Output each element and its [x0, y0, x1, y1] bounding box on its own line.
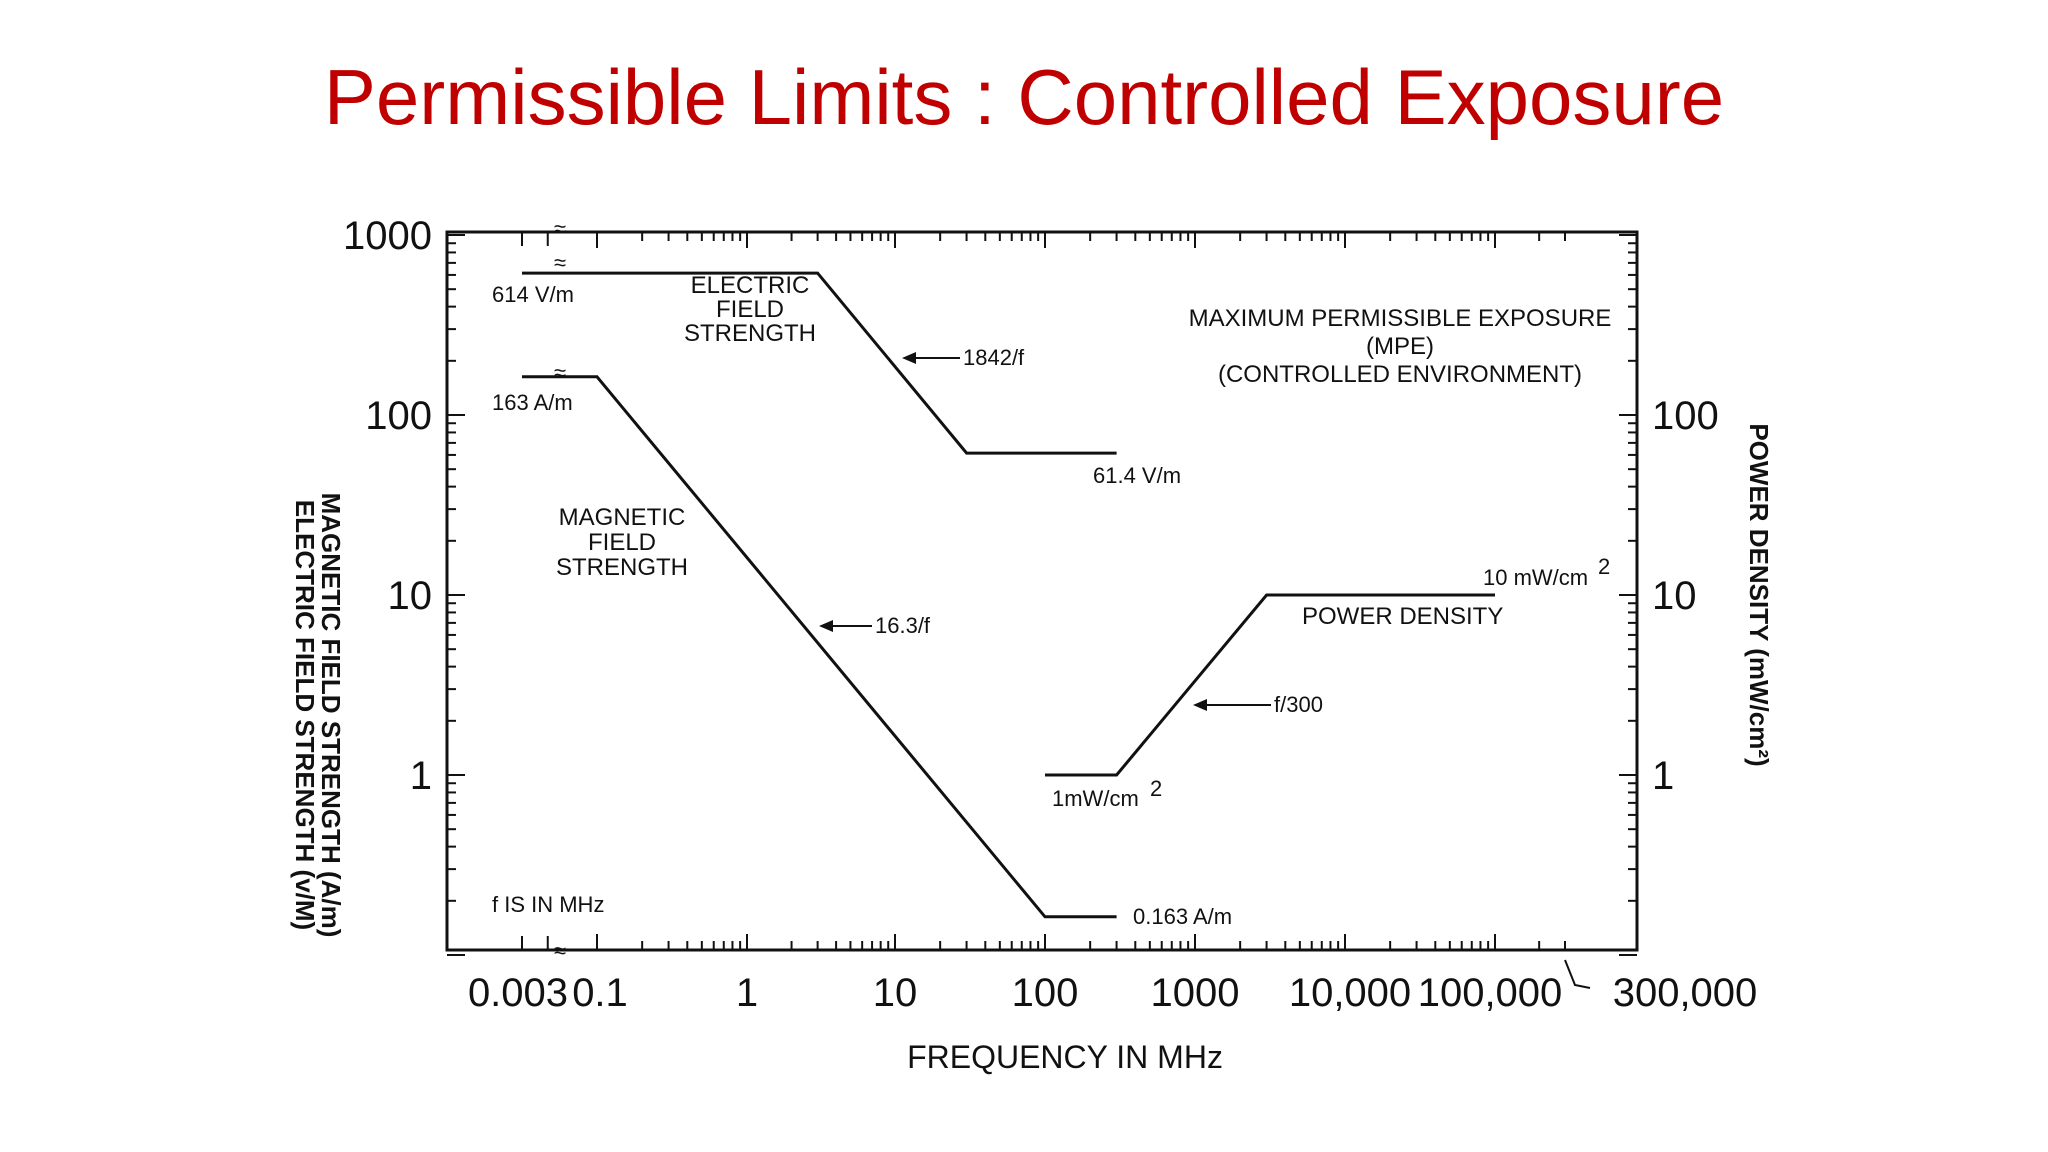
x-tick-leader: [1564, 959, 1591, 989]
power-density-line: [1045, 593, 1495, 777]
power-low-label: 1mW/cm: [1052, 786, 1139, 811]
mpe-note-line: MAXIMUM PERMISSIBLE EXPOSURE: [1189, 305, 1612, 332]
x-axis-title: FREQUENCY IN MHz: [907, 1039, 1223, 1075]
electric-low-label: 614 V/m: [492, 282, 574, 307]
y2-tick-label: 100: [1652, 394, 1719, 438]
chart-annotations: ELECTRICFIELDSTRENGTHMAGNETICFIELDSTRENG…: [492, 216, 1611, 963]
x-tick-label: 100: [1012, 971, 1079, 1015]
y-axis-title-line: ELECTRIC FIELD STRENGTH (v/M): [290, 500, 320, 930]
electric-slope-arrowhead: [902, 352, 916, 364]
plot-frame: [445, 230, 1639, 952]
y-tick-label: 1000: [343, 214, 432, 258]
power-low-superscript: 2: [1150, 776, 1162, 801]
axis-break-mark: ≈: [554, 938, 566, 963]
axis-break-mark: ≈: [554, 250, 566, 275]
y2-tick-label: 1: [1652, 754, 1674, 798]
x-tick-label: 100,000: [1418, 971, 1563, 1015]
magnetic-low-label: 163 A/m: [492, 390, 573, 415]
x-tick-label: 10,000: [1289, 971, 1411, 1015]
power-density-series-label: POWER DENSITY: [1302, 603, 1503, 630]
x-tick-label: 1000: [1151, 971, 1240, 1015]
axis-tick-labels: 0.003 0.1 1 10 100 1000 10,000 100,000 300,00010…: [343, 214, 1757, 1015]
y-tick-label: 10: [388, 574, 433, 618]
electric-series-label: FIELD: [716, 296, 784, 323]
axis-ticks: [447, 232, 1637, 956]
x-tick-label: 1: [736, 971, 758, 1015]
power-high-label: 10 mW/cm: [1483, 565, 1588, 590]
x-tick-label: 10: [873, 971, 918, 1015]
axis-titles: FREQUENCY IN MHz MAGNETIC FIELD STRENGTH …: [290, 423, 1774, 1075]
y-tick-label: 100: [365, 394, 432, 438]
magnetic-series-label: FIELD: [588, 529, 656, 556]
slide-title: Permissible Limits : Controlled Exposure: [323, 53, 1725, 141]
x-tick-label: 0.003: [468, 971, 568, 1015]
magnetic-high-label: 0.163 A/m: [1133, 904, 1232, 929]
magnetic-field-line: [522, 375, 1117, 919]
magnetic-series-label: STRENGTH: [556, 554, 688, 581]
power-slope-label: f/300: [1274, 692, 1323, 717]
power-high-superscript: 2: [1598, 554, 1610, 579]
y2-tick-label: 10: [1652, 574, 1697, 618]
y2-axis-title: POWER DENSITY (mW/cm²): [1744, 423, 1774, 766]
x-tick-label: 300,000: [1613, 971, 1758, 1015]
electric-field-line: [522, 271, 1117, 455]
y-axis-title-line: MAGNETIC FIELD STRENGTH (A/m): [316, 493, 346, 938]
y-tick-label: 1: [410, 754, 432, 798]
frequency-unit-note: f IS IN MHz: [492, 892, 604, 917]
mpe-note-line: (CONTROLLED ENVIRONMENT): [1218, 361, 1582, 388]
electric-slope-label: 1842/f: [963, 345, 1025, 370]
axis-break-mark: ≈: [554, 216, 566, 241]
magnetic-series-label: MAGNETIC: [559, 504, 686, 531]
axis-break-mark: ≈: [554, 360, 566, 385]
electric-high-label: 61.4 V/m: [1093, 463, 1181, 488]
power-slope-arrowhead: [1193, 699, 1207, 711]
x-tick-label: 0.1: [572, 971, 628, 1015]
mpe-note-line: (MPE): [1366, 333, 1434, 360]
electric-series-label: ELECTRIC: [691, 272, 810, 299]
magnetic-slope-label: 16.3/f: [875, 613, 931, 638]
magnetic-slope-arrowhead: [819, 620, 833, 632]
series-lines: [522, 271, 1495, 919]
electric-series-label: STRENGTH: [684, 320, 816, 347]
